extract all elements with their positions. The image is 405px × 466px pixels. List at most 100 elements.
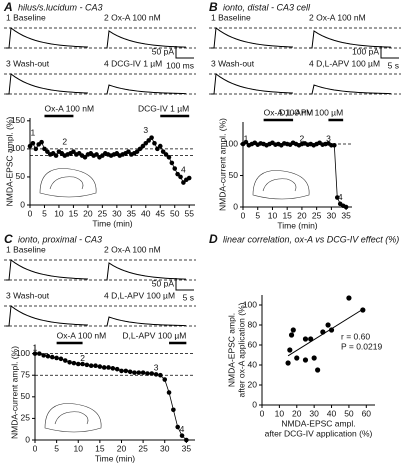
data-point	[45, 149, 50, 154]
application-label: D,L-APV 100 µM	[122, 330, 186, 340]
data-point	[163, 152, 169, 157]
time-marker: 2	[300, 133, 305, 143]
panel-title: hilus/s.lucidum - CA3	[18, 2, 103, 12]
data-point	[80, 361, 85, 367]
x-axis-label: NMDA-EPSC ampl.	[281, 418, 355, 428]
y-tick-label: 100	[243, 299, 257, 309]
data-point	[160, 149, 166, 154]
scale-bar	[175, 278, 194, 291]
trace-label: 1 Baseline	[6, 244, 46, 254]
data-point	[127, 369, 133, 375]
scale-label: 5 s	[388, 60, 399, 70]
data-point	[343, 204, 349, 210]
time-marker: 4	[180, 424, 185, 434]
x-tick-label: 15	[282, 210, 292, 220]
trace	[211, 27, 293, 49]
trace-label: 2 Ox-A 100 nM	[104, 244, 161, 254]
y-tick-label: 50	[16, 171, 26, 181]
x-axis-label: Time (min)	[277, 220, 317, 230]
x-tick-label: 10	[54, 208, 64, 218]
y-tick-label: 20	[248, 379, 258, 389]
x-tick-label: 40	[141, 208, 151, 218]
x-tick-label: 50	[344, 408, 354, 418]
x-tick-label: 5	[255, 210, 260, 220]
data-point	[123, 368, 129, 374]
data-point	[166, 154, 172, 160]
panel-label: B	[209, 0, 218, 14]
data-point	[152, 140, 157, 146]
time-marker: 1	[31, 127, 36, 137]
x-tick-label: 50	[170, 208, 180, 218]
data-point	[311, 355, 317, 361]
data-point	[82, 154, 88, 160]
data-point	[302, 357, 309, 363]
hippocampus-inset	[39, 168, 97, 198]
hippocampus-inset	[252, 170, 310, 200]
y-tick-label: 0	[252, 399, 257, 409]
panel-label: A	[3, 0, 13, 14]
x-tick-label: 30	[160, 443, 170, 453]
data-point	[32, 351, 38, 356]
data-point	[45, 353, 51, 359]
data-point	[71, 360, 77, 366]
y-tick-label: 150	[11, 115, 25, 125]
y-tick-label: 80	[248, 319, 258, 329]
trace-label: 4 D,L-APV 100 µM	[104, 290, 175, 300]
y-tick-label: 40	[248, 359, 258, 369]
data-point	[110, 366, 116, 371]
data-point	[171, 407, 176, 413]
data-point	[243, 139, 249, 145]
data-point	[158, 372, 163, 378]
data-point	[153, 372, 159, 377]
x-tick-label: 5	[54, 443, 59, 453]
panel-label: C	[4, 232, 13, 246]
x-tick-label: 10	[275, 408, 285, 418]
scale-label: 100 ms	[166, 60, 194, 70]
application-label: DCG-IV 1 µM	[138, 103, 189, 113]
data-point	[136, 370, 142, 375]
data-point	[53, 153, 59, 158]
x-tick-label: 20	[117, 443, 127, 453]
data-point	[184, 437, 189, 443]
x-axis-label: Time (min)	[92, 218, 132, 228]
y-tick-label: 60	[248, 339, 258, 349]
data-point	[288, 332, 295, 338]
data-point	[137, 146, 143, 152]
data-point	[97, 364, 103, 369]
panel-label: D	[209, 232, 218, 246]
data-point	[172, 166, 178, 171]
time-course-line	[35, 353, 187, 441]
x-tick-label: 20	[297, 210, 307, 220]
data-point	[58, 356, 64, 362]
data-point	[290, 327, 296, 333]
data-point	[119, 368, 124, 374]
y-axis-label: NMDA-current ampl. (%)	[9, 346, 19, 439]
x-tick-label: 40	[327, 408, 337, 418]
trace	[6, 27, 88, 49]
y-axis-label: NMDA-EPSC ampl.	[226, 313, 236, 387]
data-point	[145, 371, 150, 376]
data-point	[84, 362, 90, 368]
trace	[6, 73, 88, 95]
hippocampus-inset	[44, 403, 102, 433]
x-tick-label: 10	[268, 210, 278, 220]
data-point	[39, 139, 44, 145]
data-point	[325, 322, 331, 328]
data-point	[332, 142, 337, 148]
data-point	[315, 367, 321, 373]
time-marker: 3	[154, 363, 159, 373]
x-tick-label: 25	[98, 208, 108, 218]
y-tick-label: 50	[21, 391, 31, 401]
trace-label: 2 Ox-A 100 nM	[309, 12, 366, 22]
y-axis-label: after ox-A application (%)	[236, 302, 246, 397]
data-point	[302, 336, 309, 342]
y-axis-label: NMDA-EPSC ampl. (%)	[4, 116, 14, 206]
data-point	[287, 347, 293, 353]
time-marker: 4	[181, 164, 186, 174]
data-point	[134, 149, 140, 154]
panel-title: linear correlation, ox-A vs DCG-IV effec…	[223, 234, 399, 244]
scale-label: 100 pA	[352, 46, 379, 56]
data-point	[146, 138, 151, 143]
data-point	[41, 353, 46, 358]
data-point	[162, 377, 168, 382]
